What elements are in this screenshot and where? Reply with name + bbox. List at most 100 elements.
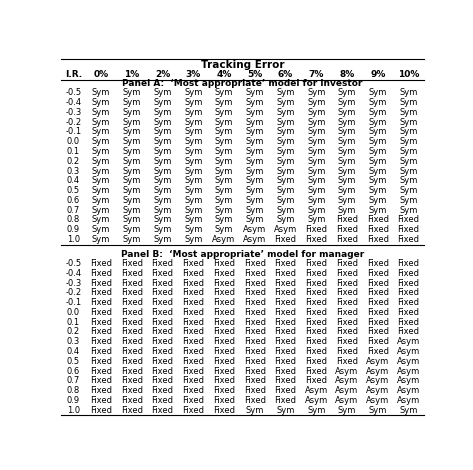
Text: Fixed: Fixed (367, 347, 389, 356)
Text: Sym: Sym (92, 166, 110, 175)
Text: Sym: Sym (215, 186, 233, 195)
Text: Sym: Sym (307, 108, 325, 117)
Text: Fixed: Fixed (151, 357, 174, 366)
Text: Sym: Sym (123, 88, 141, 97)
Text: Sym: Sym (399, 176, 418, 185)
Text: Fixed: Fixed (367, 337, 389, 346)
Text: Fixed: Fixed (336, 357, 358, 366)
Text: Asym: Asym (366, 396, 389, 405)
Text: Sym: Sym (338, 127, 356, 136)
Text: Sym: Sym (184, 205, 202, 214)
Text: Fixed: Fixed (151, 347, 174, 356)
Text: Sym: Sym (245, 186, 264, 195)
Text: Fixed: Fixed (305, 328, 327, 337)
Text: Fixed: Fixed (336, 215, 358, 224)
Text: Fixed: Fixed (397, 235, 420, 244)
Text: Sym: Sym (153, 215, 172, 224)
Text: Sym: Sym (184, 215, 202, 224)
Text: Fixed: Fixed (244, 337, 266, 346)
Text: Sym: Sym (276, 147, 295, 156)
Text: -0.2: -0.2 (65, 118, 81, 127)
Text: Sym: Sym (399, 196, 418, 205)
Text: Fixed: Fixed (305, 269, 327, 278)
Text: 5%: 5% (247, 70, 263, 79)
Text: Sym: Sym (399, 98, 418, 107)
Text: -0.3: -0.3 (65, 108, 81, 117)
Text: 0.7: 0.7 (67, 376, 80, 385)
Text: Sym: Sym (338, 166, 356, 175)
Text: Fixed: Fixed (213, 337, 235, 346)
Text: Fixed: Fixed (121, 318, 143, 327)
Text: Fixed: Fixed (151, 406, 174, 415)
Text: Asym: Asym (243, 235, 266, 244)
Text: Fixed: Fixed (182, 347, 204, 356)
Text: Sym: Sym (215, 205, 233, 214)
Text: Fixed: Fixed (121, 347, 143, 356)
Text: Sym: Sym (184, 127, 202, 136)
Text: Sym: Sym (123, 137, 141, 146)
Text: Sym: Sym (368, 147, 387, 156)
Text: Sym: Sym (399, 88, 418, 97)
Text: Fixed: Fixed (244, 367, 266, 376)
Text: Sym: Sym (215, 196, 233, 205)
Text: Fixed: Fixed (305, 235, 327, 244)
Text: Sym: Sym (399, 108, 418, 117)
Text: Fixed: Fixed (90, 406, 112, 415)
Text: -0.4: -0.4 (65, 269, 81, 278)
Text: Fixed: Fixed (397, 279, 420, 288)
Text: Sym: Sym (123, 157, 141, 166)
Text: 0.8: 0.8 (67, 215, 80, 224)
Text: Sym: Sym (215, 176, 233, 185)
Text: Fixed: Fixed (274, 357, 297, 366)
Text: Fixed: Fixed (244, 289, 266, 298)
Text: Fixed: Fixed (213, 269, 235, 278)
Text: Sym: Sym (153, 186, 172, 195)
Text: 0.3: 0.3 (67, 337, 80, 346)
Text: Fixed: Fixed (274, 308, 297, 317)
Text: Fixed: Fixed (367, 279, 389, 288)
Text: Sym: Sym (276, 406, 295, 415)
Text: Sym: Sym (276, 205, 295, 214)
Text: Sym: Sym (215, 88, 233, 97)
Text: Fixed: Fixed (244, 328, 266, 337)
Text: 0%: 0% (93, 70, 108, 79)
Text: Fixed: Fixed (244, 357, 266, 366)
Text: Sym: Sym (184, 196, 202, 205)
Text: Fixed: Fixed (274, 386, 297, 395)
Text: Fixed: Fixed (336, 225, 358, 234)
Text: Sym: Sym (153, 137, 172, 146)
Text: Asym: Asym (305, 396, 328, 405)
Text: Panel A:  ‘Most appropriate’ model for investor: Panel A: ‘Most appropriate’ model for in… (122, 79, 363, 88)
Text: Sym: Sym (338, 406, 356, 415)
Text: Fixed: Fixed (274, 396, 297, 405)
Text: Sym: Sym (276, 127, 295, 136)
Text: Sym: Sym (184, 186, 202, 195)
Text: Fixed: Fixed (305, 337, 327, 346)
Text: Fixed: Fixed (121, 298, 143, 307)
Text: Fixed: Fixed (182, 308, 204, 317)
Text: Fixed: Fixed (182, 269, 204, 278)
Text: Fixed: Fixed (90, 367, 112, 376)
Text: Sym: Sym (368, 196, 387, 205)
Text: Fixed: Fixed (244, 386, 266, 395)
Text: 3%: 3% (185, 70, 201, 79)
Text: Fixed: Fixed (213, 318, 235, 327)
Text: Asym: Asym (274, 225, 297, 234)
Text: Sym: Sym (184, 176, 202, 185)
Text: Fixed: Fixed (336, 259, 358, 268)
Text: Fixed: Fixed (274, 337, 297, 346)
Text: Sym: Sym (245, 147, 264, 156)
Text: Asym: Asym (243, 225, 266, 234)
Text: Sym: Sym (92, 186, 110, 195)
Text: Fixed: Fixed (182, 318, 204, 327)
Text: Fixed: Fixed (244, 347, 266, 356)
Text: Fixed: Fixed (182, 406, 204, 415)
Text: 0.9: 0.9 (67, 225, 80, 234)
Text: -0.5: -0.5 (65, 88, 81, 97)
Text: Sym: Sym (307, 166, 325, 175)
Text: Fixed: Fixed (274, 259, 297, 268)
Text: Fixed: Fixed (213, 406, 235, 415)
Text: Sym: Sym (399, 157, 418, 166)
Text: Asym: Asym (397, 337, 420, 346)
Text: Fixed: Fixed (213, 308, 235, 317)
